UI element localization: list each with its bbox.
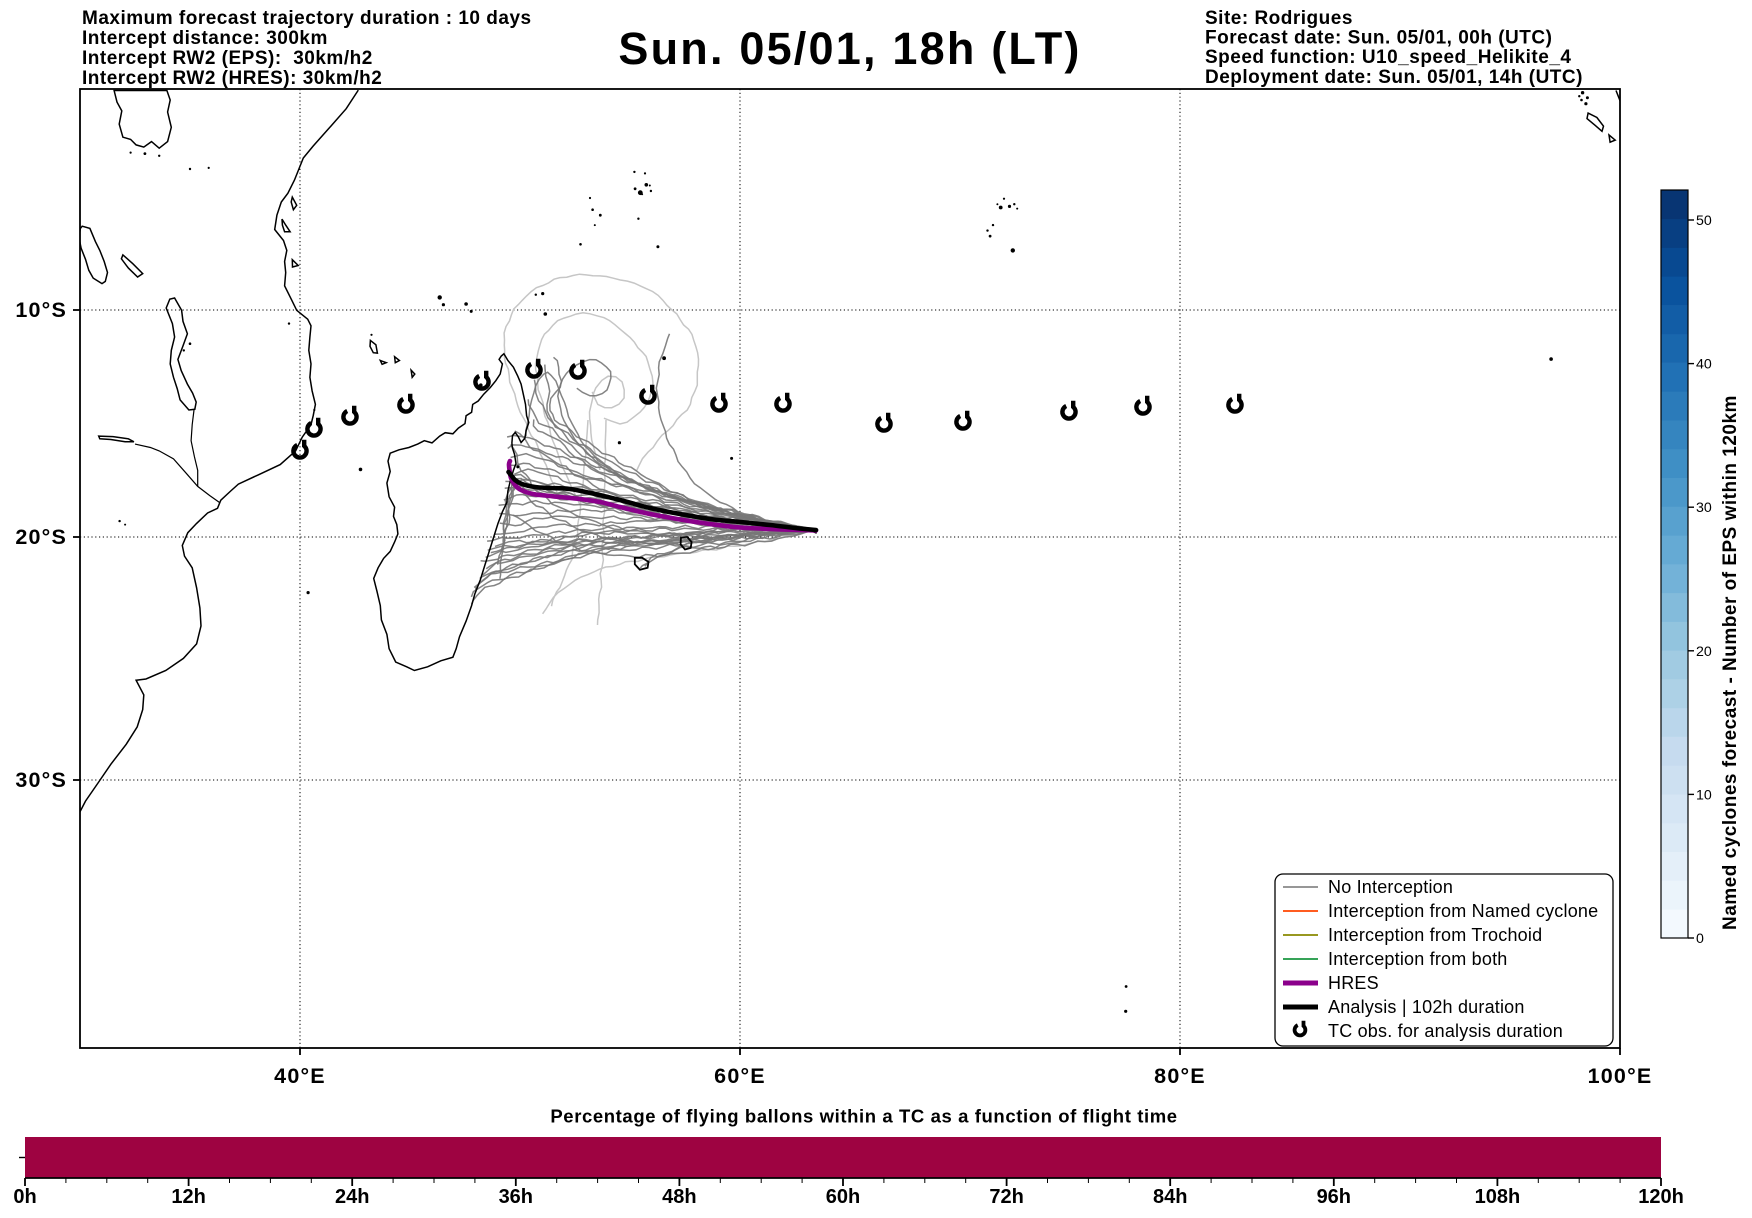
svg-text:Deployment date: Sun. 05/01, 1: Deployment date: Sun. 05/01, 14h (UTC) bbox=[1205, 67, 1583, 88]
svg-text:Speed function: U10_speed_Heli: Speed function: U10_speed_Helikite_4 bbox=[1205, 47, 1571, 68]
svg-text:Intercept distance: 300km: Intercept distance: 300km bbox=[82, 28, 328, 49]
svg-text:20: 20 bbox=[1696, 644, 1712, 660]
svg-text:40: 40 bbox=[1696, 357, 1712, 373]
svg-text:Named cyclones forecast - Numb: Named cyclones forecast - Number of EPS … bbox=[1720, 395, 1741, 930]
svg-text:10°S: 10°S bbox=[15, 298, 67, 322]
svg-text:Maximum forecast trajectory du: Maximum forecast trajectory duration : 1… bbox=[82, 8, 532, 29]
svg-text:TC obs. for analysis duration: TC obs. for analysis duration bbox=[1328, 1021, 1563, 1041]
svg-text:100°E: 100°E bbox=[1588, 1064, 1653, 1088]
svg-text:48h: 48h bbox=[662, 1186, 696, 1208]
svg-text:Interception from Named cyclon: Interception from Named cyclone bbox=[1328, 901, 1598, 921]
svg-text:12h: 12h bbox=[171, 1186, 205, 1208]
svg-text:20°S: 20°S bbox=[15, 525, 67, 549]
svg-text:10: 10 bbox=[1696, 787, 1712, 803]
svg-text:Interception from Trochoid: Interception from Trochoid bbox=[1328, 925, 1542, 945]
svg-text:40°E: 40°E bbox=[274, 1064, 326, 1088]
svg-text:Percentage of flying ballons w: Percentage of flying ballons within a TC… bbox=[550, 1105, 1177, 1126]
svg-text:84h: 84h bbox=[1153, 1186, 1187, 1208]
svg-text:80°E: 80°E bbox=[1154, 1064, 1206, 1088]
svg-text:72h: 72h bbox=[989, 1186, 1023, 1208]
svg-text:Site: Rodrigues: Site: Rodrigues bbox=[1205, 8, 1353, 29]
svg-text:50: 50 bbox=[1696, 213, 1712, 229]
svg-text:108h: 108h bbox=[1475, 1186, 1521, 1208]
svg-text:HRES: HRES bbox=[1328, 973, 1379, 993]
svg-text:36h: 36h bbox=[499, 1186, 533, 1208]
svg-text:60h: 60h bbox=[826, 1186, 860, 1208]
svg-text:120h: 120h bbox=[1638, 1186, 1684, 1208]
svg-text:0: 0 bbox=[1696, 931, 1704, 947]
svg-text:24h: 24h bbox=[335, 1186, 369, 1208]
svg-text:60°E: 60°E bbox=[714, 1064, 766, 1088]
svg-text:Intercept RW2 (HRES): 30km/h2: Intercept RW2 (HRES): 30km/h2 bbox=[82, 68, 382, 89]
svg-text:Forecast date: Sun. 05/01, 00h: Forecast date: Sun. 05/01, 00h (UTC) bbox=[1205, 28, 1552, 49]
svg-text:No Interception: No Interception bbox=[1328, 877, 1453, 897]
svg-text:96h: 96h bbox=[1317, 1186, 1351, 1208]
svg-text:Interception from both: Interception from both bbox=[1328, 949, 1508, 969]
svg-text:0h: 0h bbox=[13, 1186, 36, 1208]
svg-text:30°S: 30°S bbox=[15, 768, 67, 792]
svg-text:30: 30 bbox=[1696, 500, 1712, 516]
svg-text:Sun. 05/01, 18h (LT): Sun. 05/01, 18h (LT) bbox=[618, 23, 1081, 74]
svg-text:Analysis | 102h duration: Analysis | 102h duration bbox=[1328, 997, 1525, 1017]
svg-text:Intercept RW2 (EPS): 30km/h2: Intercept RW2 (EPS): 30km/h2 bbox=[82, 48, 373, 69]
